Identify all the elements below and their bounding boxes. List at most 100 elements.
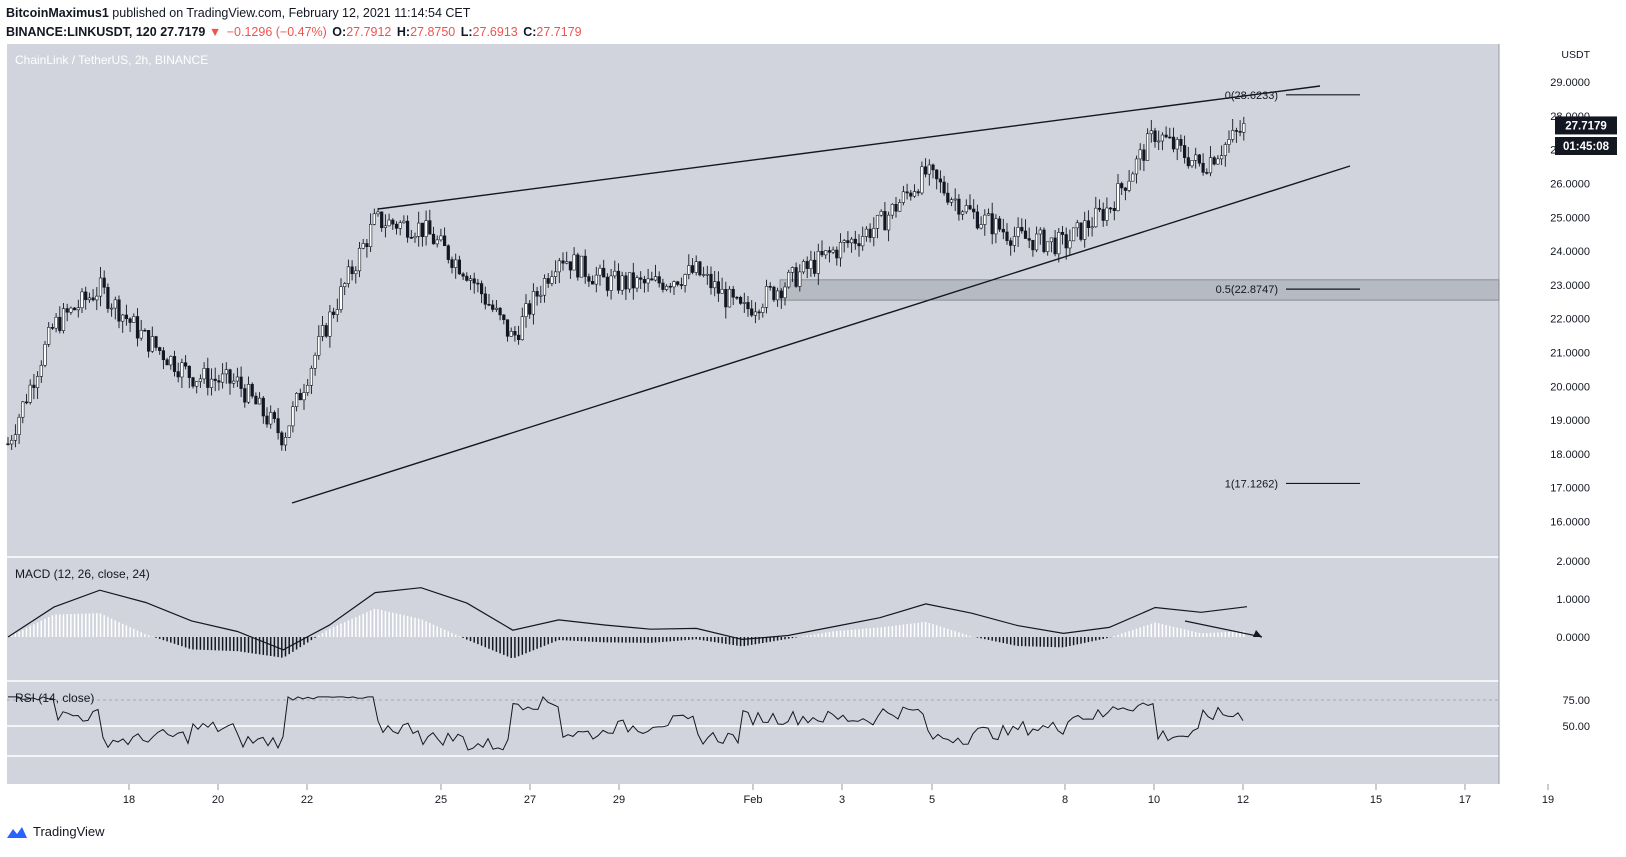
- candle-body: [816, 251, 820, 274]
- footer: TradingView: [6, 824, 105, 839]
- candle-body: [228, 369, 232, 384]
- open-value: 27.7912: [346, 25, 392, 39]
- candle-body: [95, 295, 99, 301]
- candle-body: [198, 378, 203, 382]
- candle-body: [838, 242, 843, 259]
- time-tick-label: 8: [1062, 794, 1068, 806]
- candle-body: [1134, 158, 1139, 175]
- candle-body: [217, 380, 221, 383]
- support-zone[interactable]: [779, 279, 1500, 301]
- candle-body: [587, 276, 591, 282]
- candle-body: [1086, 220, 1090, 228]
- candle-body: [701, 274, 706, 276]
- candle-body: [195, 381, 199, 387]
- candle-body: [184, 362, 188, 367]
- candle-body: [428, 220, 432, 235]
- candle-body: [21, 401, 25, 418]
- time-tick-label: 19: [1542, 794, 1554, 806]
- close-value: 27.7179: [536, 25, 582, 39]
- candle-body: [583, 255, 587, 277]
- candle-body: [1231, 130, 1235, 140]
- candle-body: [753, 311, 757, 316]
- candle-body: [1064, 234, 1068, 249]
- candle-body: [1112, 208, 1116, 211]
- candle-body: [1194, 154, 1198, 161]
- candle-body: [302, 392, 306, 401]
- candle-body: [287, 425, 291, 438]
- candle-body: [361, 243, 365, 249]
- candle-body: [698, 261, 702, 276]
- fib-levels[interactable]: 0(28.6233) 0.5(22.8747) 1(17.1262): [1216, 90, 1360, 491]
- wedge-support-line[interactable]: [291, 165, 1351, 504]
- candle-body: [376, 211, 380, 215]
- candle-body: [47, 327, 51, 345]
- footer-brand[interactable]: TradingView: [33, 824, 105, 839]
- candle-body: [472, 278, 476, 284]
- candle-body: [339, 286, 343, 310]
- candle-body: [191, 377, 195, 387]
- candle-body: [809, 259, 813, 269]
- candle-body: [76, 307, 80, 311]
- fib-level-label: 0.5(22.8747): [1216, 284, 1278, 296]
- candle-body: [80, 291, 84, 309]
- price-tick-label: 19.0000: [1550, 415, 1590, 427]
- candle-body: [824, 250, 828, 256]
- candle-body: [738, 297, 743, 304]
- author-name[interactable]: BitcoinMaximus1: [6, 6, 109, 20]
- candle-body: [454, 259, 458, 268]
- macd-divergence-arrow: [1184, 620, 1263, 638]
- candle-body: [1027, 238, 1031, 241]
- candle-body: [646, 278, 650, 284]
- candle-body: [842, 240, 846, 243]
- low-label: L:: [460, 25, 473, 39]
- candle-body: [975, 211, 979, 229]
- candle-body: [372, 213, 376, 225]
- open-label: O:: [332, 25, 347, 39]
- candle-body: [572, 254, 576, 271]
- candle-body: [1049, 237, 1053, 243]
- candle-body: [931, 164, 935, 171]
- candle-body: [1146, 133, 1150, 161]
- candle-body: [713, 281, 717, 289]
- candle-body: [102, 277, 106, 288]
- candle-body: [1153, 130, 1157, 142]
- price-axis[interactable]: 29.000028.000027.000026.000025.000024.00…: [1550, 77, 1590, 733]
- candle-body: [653, 276, 658, 281]
- candle-body: [1164, 134, 1168, 138]
- candle-body: [1171, 136, 1176, 150]
- candle-body: [465, 275, 469, 281]
- candle-body: [905, 191, 909, 194]
- candle-body: [794, 267, 798, 287]
- time-tick-label: 20: [212, 794, 224, 806]
- candle-body: [731, 288, 735, 298]
- candle-body: [683, 274, 687, 286]
- candle-body: [764, 286, 769, 308]
- candle-body: [246, 384, 251, 403]
- candle-body: [368, 224, 373, 248]
- high-value: 27.8750: [410, 25, 456, 39]
- candle-body: [783, 286, 787, 299]
- candle-body: [413, 235, 417, 239]
- time-axis[interactable]: 18 20 22 25 27 29 Feb 3 5 8 10 12 15 17 19: [123, 784, 1554, 806]
- candle-body: [620, 275, 624, 291]
- candle-body: [1201, 162, 1205, 173]
- candle-body: [357, 247, 362, 272]
- candle-body: [498, 307, 502, 316]
- candle-body: [1142, 149, 1146, 161]
- candle-body: [98, 277, 103, 297]
- candle-body: [627, 272, 632, 290]
- candle-body: [775, 290, 780, 301]
- candle-body: [1168, 136, 1172, 139]
- candle-body: [424, 220, 428, 237]
- wedge-resistance-line[interactable]: [377, 85, 1321, 210]
- candle-body: [457, 259, 462, 275]
- candle-body: [916, 191, 920, 194]
- candle-body: [147, 330, 151, 352]
- publish-line: BitcoinMaximus1 published on TradingView…: [6, 4, 1606, 23]
- candle-body: [335, 309, 339, 315]
- candle-body: [505, 319, 510, 337]
- candle-body: [91, 297, 95, 301]
- time-tick-label: Feb: [744, 794, 763, 806]
